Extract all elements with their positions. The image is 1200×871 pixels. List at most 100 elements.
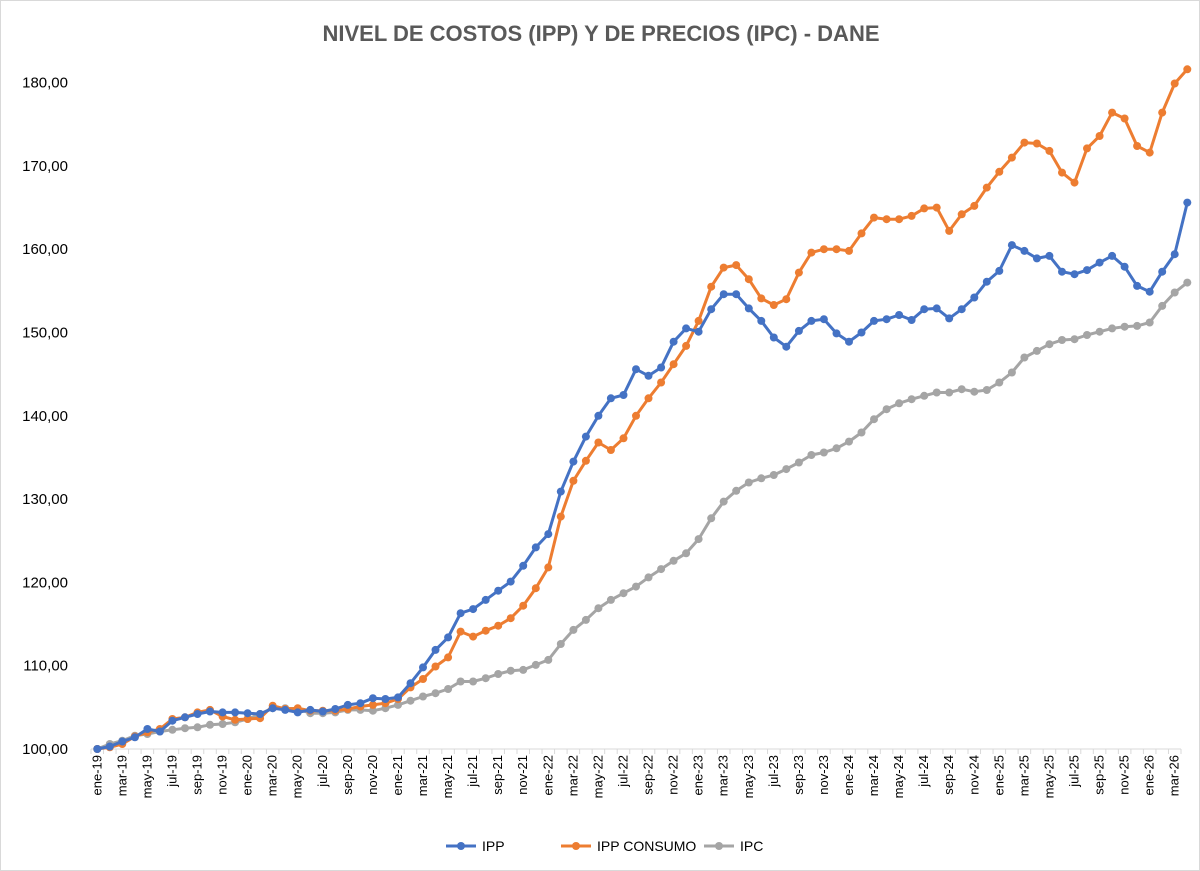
data-point [769,301,778,309]
data-point [1120,262,1129,271]
data-point [594,438,603,447]
data-point [819,315,828,324]
data-point [782,342,791,351]
data-point [243,709,252,718]
data-point [1120,114,1129,123]
data-point [757,316,766,325]
data-point [682,324,691,333]
x-tick-label: mar-26 [1167,755,1182,796]
x-tick-label: mar-22 [565,755,580,796]
data-point [243,715,252,723]
data-point [594,604,603,613]
data-point [569,625,578,634]
data-point [193,723,202,732]
x-tick-label: sep-25 [1092,755,1107,795]
data-point [744,275,753,284]
data-point [744,478,753,487]
data-point [632,411,640,420]
data-point [1170,79,1179,88]
data-point [1183,65,1192,74]
data-point [694,327,703,336]
data-point [1095,132,1104,140]
y-tick-label: 110,00 [23,658,68,675]
y-tick-label: 150,00 [22,325,68,342]
x-tick-label: jul-23 [766,755,781,788]
data-point [1007,153,1016,162]
data-point [882,315,891,324]
data-point [845,246,853,255]
y-tick-label: 170,00 [22,158,68,175]
data-point [982,277,991,286]
data-point [606,446,615,454]
data-point [1083,266,1091,275]
data-point [794,326,803,335]
data-point [732,486,741,495]
data-point [982,386,991,394]
data-point [857,328,866,337]
data-point [118,737,127,746]
x-tick-label: mar-23 [716,755,731,796]
data-point [193,710,202,718]
data-point [394,700,402,709]
data-point [506,666,515,675]
data-point [619,391,628,399]
x-tick-label: sep-21 [490,755,505,795]
data-point [657,565,666,574]
data-point [995,167,1004,176]
data-point [394,693,402,702]
x-tick-label: ene-20 [240,755,255,795]
data-point [431,662,440,671]
data-point [832,245,841,254]
data-point [1020,246,1029,255]
data-point [907,316,916,324]
x-tick-label: jul-25 [1067,755,1082,788]
data-point [970,387,979,396]
data-point [281,705,290,714]
data-point [1183,198,1192,207]
data-point [1083,144,1091,153]
data-point [957,210,966,219]
data-point [732,290,741,299]
data-point [544,563,553,572]
data-point [155,727,164,736]
data-point [945,314,954,323]
data-point [1108,251,1117,260]
data-point [506,614,515,623]
x-tick-label: ene-23 [691,755,706,795]
data-point [744,304,753,313]
x-tick-label: mar-25 [1016,755,1031,796]
data-point [719,497,728,506]
x-tick-label: sep-19 [189,755,204,795]
data-point [857,428,866,437]
x-tick-label: sep-22 [641,755,656,795]
data-point [556,512,565,521]
data-point [406,696,415,705]
data-point [982,183,991,192]
data-point [1120,322,1129,331]
series-line [97,68,1189,751]
data-point [682,549,691,558]
data-point [1133,321,1142,330]
data-point [581,615,590,624]
x-tick-label: may-19 [139,755,154,798]
data-point [431,645,440,654]
legend-swatch-marker [457,842,465,850]
data-point [970,293,979,302]
data-point [569,457,578,466]
x-tick-label: may-20 [290,755,305,798]
data-point [995,378,1004,387]
data-point [218,720,227,728]
data-point [732,261,741,270]
data-point [970,201,979,210]
data-point [1145,318,1154,327]
data-point [368,706,377,715]
data-point [206,707,214,716]
data-point [594,411,603,420]
data-point [1095,258,1104,267]
data-point [519,601,528,610]
x-tick-label: may-22 [590,755,605,798]
x-tick-label: mar-19 [114,755,129,796]
data-point [957,305,966,314]
